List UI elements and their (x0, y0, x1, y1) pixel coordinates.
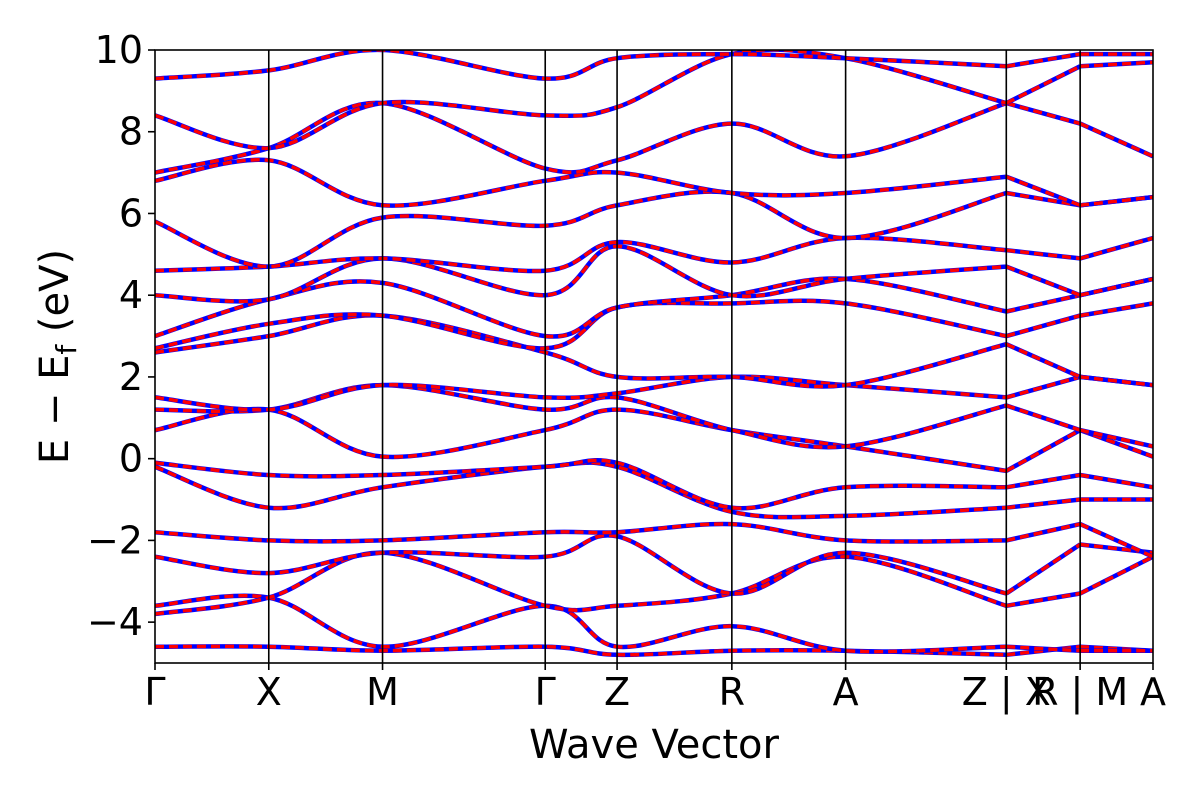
band-14-blue-segment-2 (1005, 264, 1081, 298)
kpath-vertical-lines (267, 50, 1081, 663)
band-5-red-segment-3 (1079, 522, 1153, 559)
band-4-red-segment-3 (1079, 542, 1153, 555)
band-18-red-segment-2 (1005, 101, 1081, 126)
band-3-blue-segment-1 (155, 550, 1007, 617)
band-9-red-segment-2 (1005, 403, 1081, 432)
band-12-red-segment-2 (1005, 313, 1081, 338)
band-6-red-segment-2 (1006, 497, 1081, 510)
band-2-red-segment-1 (155, 593, 1007, 654)
band-14-blue-segment-1 (155, 243, 1007, 304)
x-tick-label-2: M (366, 670, 399, 714)
plot-area (154, 49, 1154, 664)
x-tick-label-6: A (833, 670, 859, 714)
band-8-red-segment-1 (155, 407, 1007, 473)
band-17-red-segment-3 (1079, 195, 1153, 208)
band-16-red-segment-1 (155, 189, 1007, 269)
band-5-blue-segment-3 (1079, 522, 1153, 559)
band-14-red-segment-2 (1005, 264, 1081, 297)
band-17-blue-segment-1 (155, 157, 1007, 208)
band-20-red-segment-1 (155, 50, 1007, 81)
y-tick-label-3: 2 (119, 355, 143, 399)
band-10-red-segment-1 (155, 374, 1007, 412)
band-18-red-segment-3 (1079, 121, 1153, 158)
y-tick-label-1: −2 (87, 518, 143, 562)
band-19-red-segment-3 (1080, 60, 1153, 69)
band-20-red-segment-2 (1006, 52, 1081, 69)
x-tick-label-5: R (719, 670, 745, 714)
band-3-red-segment-2 (1006, 591, 1081, 608)
x-tick-label-9: A (1140, 670, 1166, 714)
band-12-red-segment-3 (1079, 301, 1153, 318)
band-1-red-segment-2 (1006, 644, 1081, 657)
x-axis-ticks: Γ X M Γ Z R A Z | XR | M A (144, 663, 1166, 715)
band-10-red-segment-2 (1005, 375, 1081, 400)
y-axis-label-unit: (eV) (32, 249, 78, 345)
y-tick-label-0: −4 (87, 600, 143, 644)
band-18-blue-segment-3 (1079, 121, 1153, 159)
band-9-blue-segment-2 (1005, 403, 1081, 433)
y-tick-label-4: 4 (119, 273, 143, 317)
y-tick-label-5: 6 (119, 191, 143, 235)
band-19-blue-segment-1 (155, 50, 1007, 151)
band-5-red-segment-2 (1005, 522, 1081, 543)
band-4-red-segment-2 (1005, 543, 1082, 595)
y-tick-label-2: 0 (119, 437, 143, 481)
band-7-red-segment-2 (1006, 473, 1081, 490)
band-7-red-segment-3 (1079, 473, 1153, 490)
band-3-blue-segment-3 (1079, 554, 1153, 596)
y-axis-label: E − Ef (eV) (32, 249, 83, 464)
band-6-blue-segment-1 (155, 460, 1007, 520)
y-tick-label-7: 10 (95, 28, 143, 72)
band-3-red-segment-3 (1079, 555, 1153, 596)
band-17-red-segment-1 (155, 158, 1007, 208)
x-tick-label-1: X (256, 670, 282, 714)
band-14-red-segment-1 (155, 244, 1007, 304)
band-16-blue-segment-1 (155, 189, 1007, 269)
band-9-red-segment-3 (1079, 428, 1153, 449)
x-tick-label-7: Z | X (962, 670, 1051, 715)
band-11-red-segment-3 (1079, 375, 1153, 387)
band-4-blue-segment-1 (155, 533, 1007, 596)
y-axis-ticks: −4 −2 0 2 4 6 8 10 (87, 28, 155, 644)
band-7-red-segment-1 (155, 458, 1007, 510)
band-11-red-segment-2 (1005, 342, 1081, 379)
bands-layer (155, 50, 1153, 658)
y-axis-label-subscript: f (50, 344, 83, 355)
x-axis-label: Wave Vector (529, 722, 780, 768)
band-15-red-segment-2 (1006, 248, 1081, 261)
band-19-red-segment-2 (1005, 64, 1081, 105)
band-15-red-segment-3 (1079, 236, 1153, 261)
band-8-red-segment-2 (1005, 428, 1081, 473)
band-19-blue-segment-2 (1005, 64, 1082, 106)
x-tick-label-4: Z (604, 670, 630, 714)
band-14-red-segment-3 (1079, 277, 1153, 297)
x-tick-label-8: R | M (1032, 670, 1128, 715)
band-17-red-segment-2 (1005, 175, 1081, 207)
band-11-blue-segment-2 (1005, 342, 1082, 379)
band-13-red-segment-2 (1005, 293, 1081, 314)
y-axis-label-main: E − E (32, 355, 78, 465)
x-tick-label-0: Γ (144, 670, 165, 714)
y-tick-label-6: 8 (119, 110, 143, 154)
x-tick-label-3: Γ (535, 670, 556, 714)
band-2-red-segment-2 (1006, 644, 1081, 653)
band-12-red-segment-1 (155, 299, 1007, 351)
plot-frame (154, 49, 1154, 664)
